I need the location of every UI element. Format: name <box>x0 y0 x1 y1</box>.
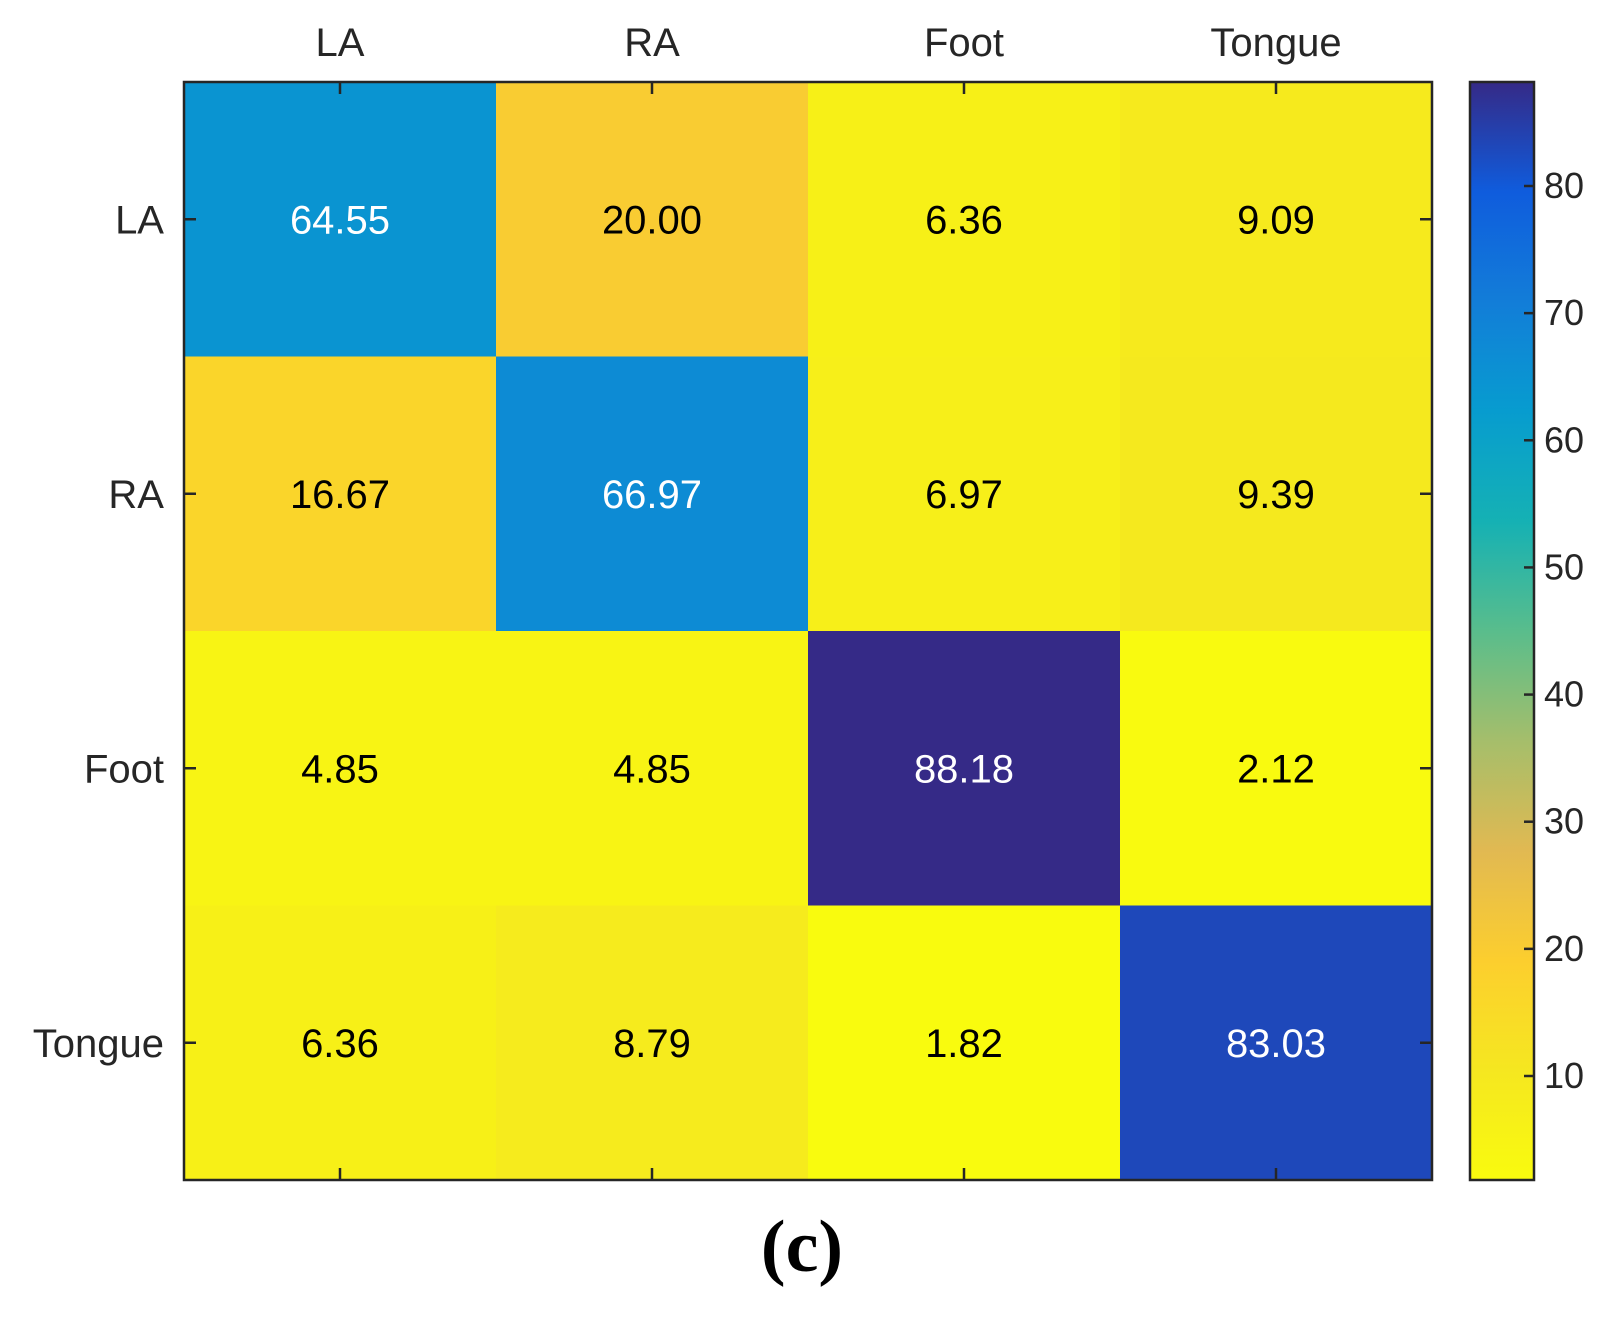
colorbar-tick-label: 20 <box>1544 928 1584 969</box>
cell-value-label: 6.97 <box>925 473 1003 517</box>
y-tick-label: LA <box>115 198 164 242</box>
cell-value-label: 64.55 <box>290 198 390 242</box>
cell-value-label: 4.85 <box>613 747 691 791</box>
cell-value-label: 6.36 <box>301 1022 379 1066</box>
cell-value-label: 88.18 <box>914 747 1014 791</box>
cell-value-label: 8.79 <box>613 1022 691 1066</box>
colorbar-tick-label: 40 <box>1544 674 1584 715</box>
heatmap-cell-3-3 <box>1120 905 1433 1181</box>
heatmap-cell-2-2 <box>808 631 1121 906</box>
heatmap-cell-3-2 <box>808 905 1121 1181</box>
cell-value-label: 66.97 <box>602 473 702 517</box>
y-tick-label: RA <box>108 473 164 517</box>
cell-value-label: 16.67 <box>290 473 390 517</box>
colorbar-tick-label: 30 <box>1544 801 1584 842</box>
heatmap-cell-1-1 <box>496 356 809 632</box>
cell-value-label: 4.85 <box>301 747 379 791</box>
cell-value-label: 6.36 <box>925 198 1003 242</box>
x-tick-label: RA <box>624 21 680 65</box>
heatmap-cell-0-3 <box>1120 82 1433 357</box>
heatmap-cell-1-3 <box>1120 356 1433 632</box>
colorbar-tick-label: 70 <box>1544 292 1584 333</box>
cell-value-label: 83.03 <box>1226 1022 1326 1066</box>
y-tick-label: Foot <box>84 747 164 791</box>
colorbar-tick-label: 50 <box>1544 546 1584 587</box>
heatmap-cell-2-3 <box>1120 631 1433 906</box>
cell-value-label: 2.12 <box>1237 747 1315 791</box>
colorbar-tick-label: 60 <box>1544 419 1584 460</box>
heatmap-cell-0-0 <box>184 82 497 357</box>
heatmap-cell-2-0 <box>184 631 497 906</box>
colorbar-tick-label: 80 <box>1544 165 1584 206</box>
cell-value-label: 9.39 <box>1237 473 1315 517</box>
axes-frame <box>182 80 1434 1182</box>
x-tick-label: Tongue <box>1210 21 1341 65</box>
colorbar: 10 20 30 40 50 60 70 80 <box>1468 80 1584 1182</box>
axes-layer: LA RA Foot Tongue LA RA Foot Tongue <box>33 21 1434 1182</box>
heatmap-cell-0-2 <box>808 82 1121 357</box>
cell-value-label: 9.09 <box>1237 198 1315 242</box>
cell-value-label: 1.82 <box>925 1022 1003 1066</box>
colorbar-gradient <box>1468 80 1536 1182</box>
heatmap-cell-0-1 <box>496 82 809 357</box>
panel-label: (c) <box>760 1206 844 1288</box>
cell-value-label: 20.00 <box>602 198 702 242</box>
heatmap-cell-1-0 <box>184 356 497 632</box>
colorbar-tick-label: 10 <box>1544 1055 1584 1096</box>
heatmap-cell-3-1 <box>496 905 809 1181</box>
heatmap-cell-2-1 <box>496 631 809 906</box>
cells-layer: 64.55 20.00 6.36 9.09 16.67 66.97 6.97 9.39 4.85… <box>184 82 1433 1181</box>
heatmap-cell-1-2 <box>808 356 1121 632</box>
x-tick-label: LA <box>316 21 365 65</box>
heatmap-cell-3-0 <box>184 905 497 1181</box>
y-tick-label: Tongue <box>33 1022 164 1066</box>
x-tick-label: Foot <box>924 21 1004 65</box>
